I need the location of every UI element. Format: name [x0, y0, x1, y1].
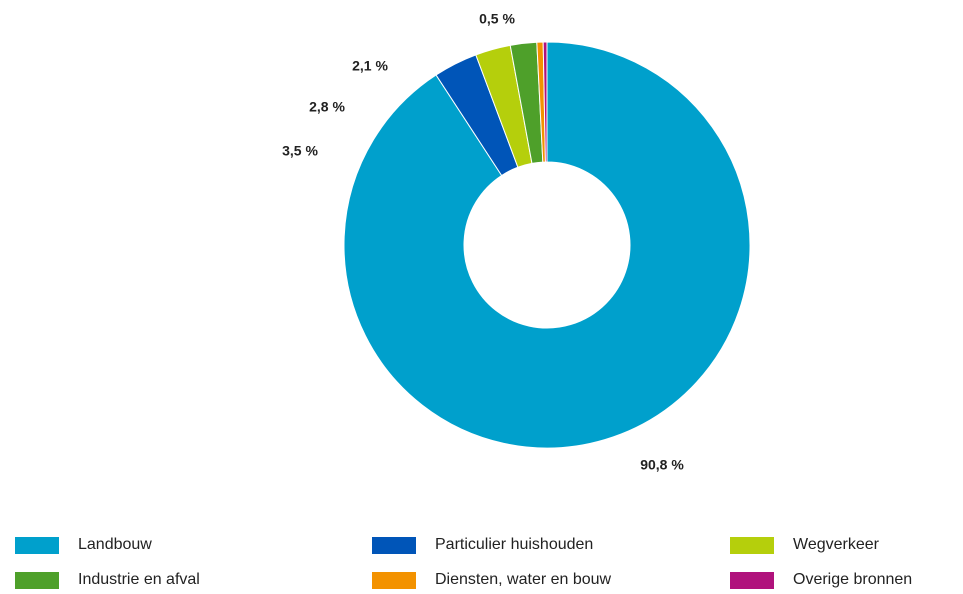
legend-swatch — [15, 537, 59, 554]
legend-label: Particulier huishouden — [435, 536, 593, 553]
value-label: 2,1 % — [352, 58, 388, 74]
slice — [343, 41, 751, 449]
legend-label: Industrie en afval — [78, 571, 200, 588]
value-label: 2,8 % — [309, 99, 345, 115]
legend-label: Diensten, water en bouw — [435, 571, 612, 588]
legend-label: Wegverkeer — [793, 536, 880, 553]
legend-label: Overige bronnen — [793, 571, 912, 588]
value-label: 3,5 % — [282, 143, 318, 159]
legend-label: Landbouw — [78, 536, 152, 553]
legend-swatch — [372, 572, 416, 589]
legend-swatch — [15, 572, 59, 589]
legend-swatch — [372, 537, 416, 554]
value-label: 0,5 % — [479, 11, 515, 27]
slice — [542, 41, 548, 163]
value-label: 90,8 % — [640, 457, 684, 473]
legend-swatch — [730, 537, 774, 554]
legend-swatch — [730, 572, 774, 589]
